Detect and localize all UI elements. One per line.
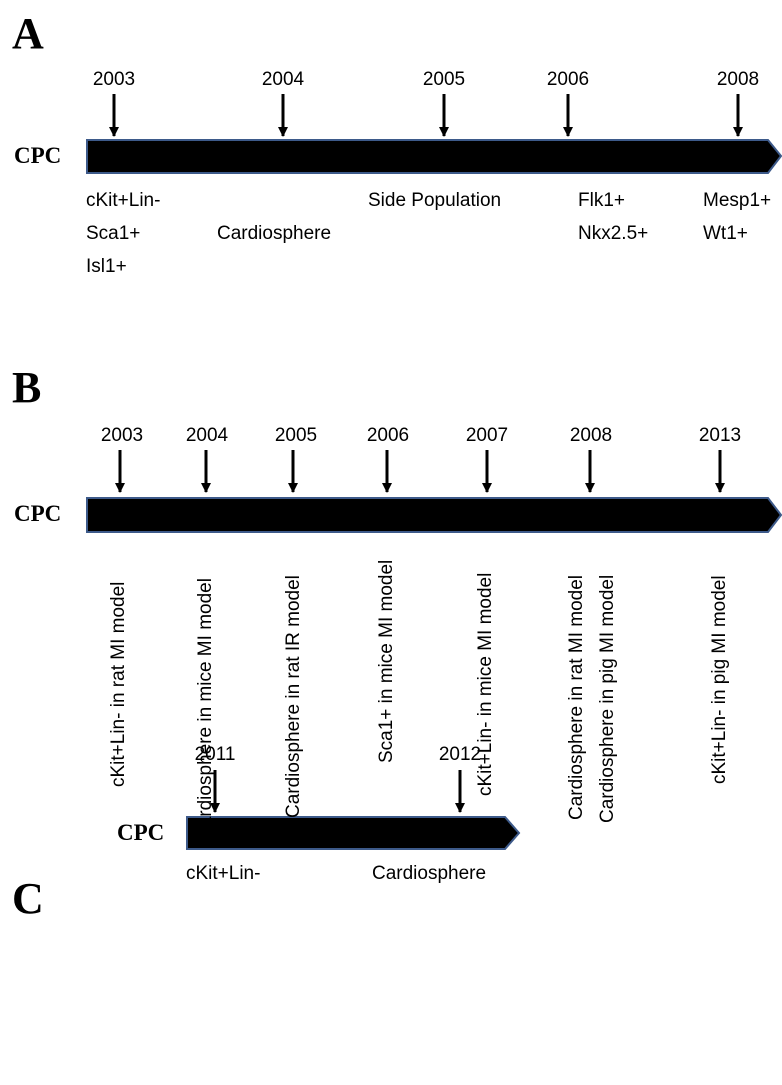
label-a-2008-1: Mesp1+ — [703, 190, 772, 211]
year-a-2003: 2003 — [92, 69, 136, 90]
cpc-label-b: CPC — [14, 501, 62, 526]
timeline-bar-a — [86, 139, 782, 174]
year-a-2006: 2006 — [546, 69, 590, 90]
year-b-2007: 2007 — [465, 425, 509, 446]
label-a-2004-1: Cardiosphere — [217, 223, 332, 244]
year-b-2003: 2003 — [100, 425, 144, 446]
vlabel-b-2008-2: Cardiosphere in pig MI model — [597, 574, 618, 823]
label-a-2003-2: Sca1+ — [86, 223, 141, 244]
vlabel-b-2005: Cardiosphere in rat IR model — [283, 575, 304, 818]
label-c-2012: Cardiosphere — [372, 863, 487, 884]
year-b-2013: 2013 — [698, 425, 742, 446]
cpc-label-c: CPC — [117, 820, 165, 845]
vlabel-b-2004: Cardiosphere in mice MI model — [195, 578, 216, 841]
label-a-2006-2: Nkx2.5+ — [578, 223, 649, 244]
year-b-2005: 2005 — [274, 425, 318, 446]
panel-b-letter: B — [12, 363, 42, 412]
panel-a-letter: A — [12, 9, 44, 58]
cpc-label-a: CPC — [14, 143, 62, 168]
year-b-2006: 2006 — [366, 425, 410, 446]
year-a-2004: 2004 — [261, 69, 305, 90]
year-a-2005: 2005 — [422, 69, 466, 90]
year-b-2008: 2008 — [569, 425, 613, 446]
vlabel-b-2003: cKit+Lin- in rat MI model — [108, 581, 129, 787]
year-a-2008: 2008 — [716, 69, 760, 90]
year-c-2011: 2011 — [194, 744, 236, 765]
year-b-2004: 2004 — [185, 425, 229, 446]
vlabel-b-2008-1: Cardiosphere in rat MI model — [566, 575, 587, 820]
label-a-2005-1: Side Population — [368, 190, 502, 211]
timeline-bar-b — [86, 497, 782, 533]
vlabel-b-2006: Sca1+ in mice MI model — [376, 559, 397, 763]
label-a-2003-3: Isl1+ — [86, 256, 127, 277]
panel-c-letter: C — [12, 874, 44, 923]
label-a-2003-1: cKit+Lin- — [86, 190, 161, 211]
vlabel-b-2013: cKit+Lin- in pig MI model — [709, 575, 730, 784]
timeline-bar-c — [186, 816, 521, 850]
label-a-2006-1: Flk1+ — [578, 190, 625, 211]
label-c-2011: cKit+Lin- — [186, 863, 261, 884]
label-a-2008-2: Wt1+ — [703, 223, 748, 244]
year-c-2012: 2012 — [438, 744, 482, 765]
